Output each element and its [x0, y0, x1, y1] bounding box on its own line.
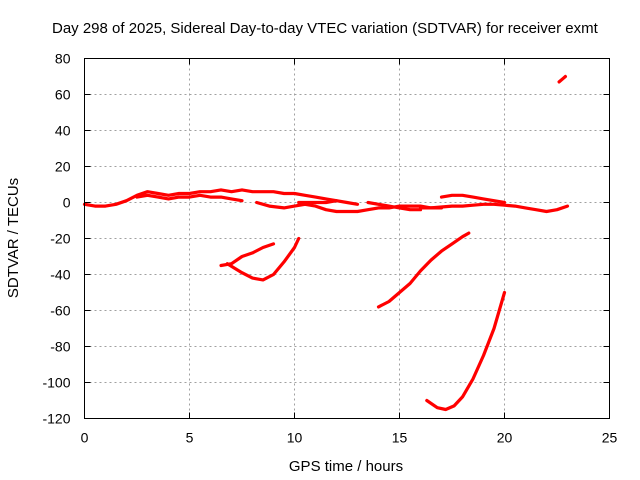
y-tick-label: -120	[42, 411, 70, 427]
y-tick-label: -60	[50, 303, 70, 319]
plot-frame	[84, 58, 610, 419]
data-series-trace-5	[366, 200, 423, 212]
grid-lines	[84, 58, 610, 419]
y-tick-label: -20	[50, 231, 70, 247]
x-axis-label: GPS time / hours	[289, 458, 403, 475]
data-series-trace-1	[82, 188, 360, 208]
data-series-trace-2	[135, 193, 244, 203]
data-traces	[82, 74, 570, 412]
data-series-trace-8	[219, 242, 276, 268]
data-series-trace-11	[425, 290, 507, 412]
y-tick-label: -80	[50, 339, 70, 355]
x-tick-labels: 0 5 10 15 20 25	[81, 430, 618, 446]
data-series-trace-3	[255, 200, 444, 214]
y-tick-label: -40	[50, 267, 70, 283]
y-tick-label: -100	[42, 375, 70, 391]
y-tick-label: 80	[55, 51, 71, 67]
data-series-trace-4	[297, 199, 339, 205]
data-series-trace-6	[418, 202, 570, 214]
x-tick-label: 20	[497, 430, 513, 446]
x-tick-label: 10	[287, 430, 303, 446]
data-series-trace-7	[439, 193, 507, 205]
y-tick-label: 60	[55, 87, 71, 103]
y-tick-label: 20	[55, 159, 71, 175]
x-tick-label: 5	[186, 430, 194, 446]
data-series-trace-9	[225, 236, 301, 282]
data-series-trace-12	[557, 74, 567, 84]
y-axis-label: SDTVAR / TECUs	[5, 178, 22, 298]
y-tick-label: 40	[55, 123, 71, 139]
y-tick-label: 0	[63, 195, 71, 211]
x-tick-label: 25	[602, 430, 618, 446]
chart-title: Day 298 of 2025, Sidereal Day-to-day VTE…	[52, 20, 599, 37]
y-tick-labels: -120 -100 -80 -60 -40 -20 0 20 40 60 80	[42, 51, 70, 427]
data-series-trace-10	[376, 231, 471, 309]
x-tick-label: 0	[81, 430, 89, 446]
x-tick-label: 15	[392, 430, 408, 446]
